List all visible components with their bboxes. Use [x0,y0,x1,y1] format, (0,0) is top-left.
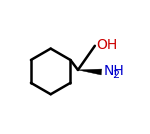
Text: 2: 2 [112,70,119,80]
Text: NH: NH [104,64,124,78]
Text: OH: OH [96,38,118,52]
Polygon shape [78,69,102,75]
